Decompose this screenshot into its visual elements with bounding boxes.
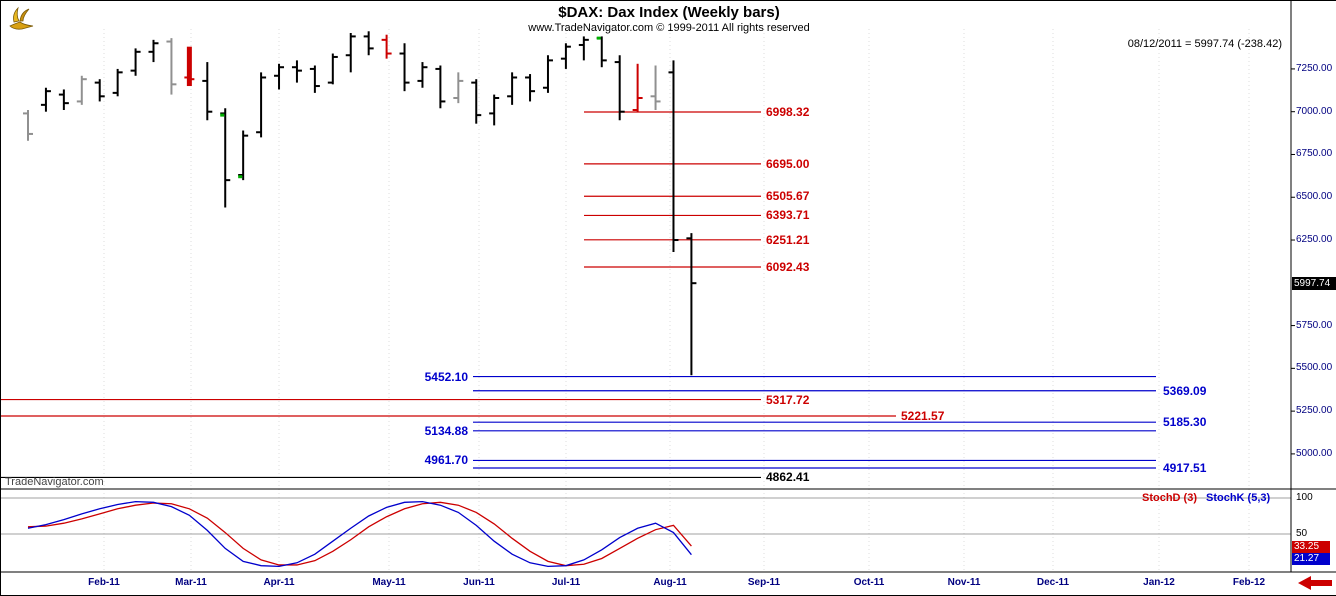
date-label-Nov-11: Nov-11: [947, 577, 981, 588]
price-axis-label: 7000.00: [1296, 105, 1333, 117]
price-axis-label: 6750.00: [1296, 148, 1333, 160]
price-axis-label: 5000.00: [1296, 447, 1333, 459]
stochd-legend-label: StochD (3): [1142, 492, 1197, 504]
stoch-axis-label-50: 50: [1296, 528, 1308, 539]
level-label-5134.88: 5134.88: [424, 423, 468, 438]
app-logo-icon: [9, 6, 34, 30]
date-label-Oct-11: Oct-11: [853, 577, 885, 588]
date-label-Apr-11: Apr-11: [263, 577, 295, 588]
scroll-left-button[interactable]: [1298, 576, 1332, 590]
stoch-axis-label-100: 100: [1296, 492, 1313, 503]
stochk-value-badge: 21.27: [1292, 553, 1330, 565]
date-label-Feb-11: Feb-11: [88, 577, 120, 588]
stochk-legend-label: StochK (5,3): [1206, 492, 1271, 504]
stoch-line-k: [27, 500, 692, 568]
price-axis-label: 7250.00: [1296, 62, 1333, 74]
price-axis-label: 5750.00: [1296, 319, 1333, 331]
date-label-Jan-12: Jan-12: [1143, 577, 1175, 588]
level-label-5185.30: 5185.30: [1163, 415, 1207, 430]
copyright-line: www.TradeNavigator.com © 1999-2011 All r…: [528, 22, 810, 34]
level-label-4862.41: 4862.41: [766, 470, 810, 485]
price-axis-label: 5500.00: [1296, 362, 1333, 374]
date-label-Feb-12: Feb-12: [1232, 577, 1266, 588]
current-price-badge: 5997.74: [1292, 277, 1336, 290]
date-label-Mar-11: Mar-11: [175, 577, 207, 588]
date-label-Dec-11: Dec-11: [1036, 577, 1070, 588]
price-axis-label: 5250.00: [1296, 405, 1333, 417]
last-quote-readout: 08/12/2011 = 5997.74 (-238.42): [1127, 38, 1282, 50]
price-axis-label: 6250.00: [1296, 234, 1333, 246]
level-label-6251.21: 6251.21: [766, 232, 810, 247]
chart-title: $DAX: Dax Index (Weekly bars): [558, 4, 780, 21]
price-axis-label: 6500.00: [1296, 191, 1333, 203]
stoch-line-d: [27, 501, 692, 567]
level-label-5369.09: 5369.09: [1163, 383, 1207, 398]
level-label-6505.67: 6505.67: [766, 189, 810, 204]
level-label-5317.72: 5317.72: [766, 392, 810, 407]
level-label-6695.00: 6695.00: [766, 156, 810, 171]
level-label-4961.70: 4961.70: [424, 453, 468, 468]
level-label-4917.51: 4917.51: [1163, 461, 1207, 475]
level-label-6092.43: 6092.43: [766, 259, 810, 274]
level-label-6393.71: 6393.71: [766, 208, 810, 223]
watermark-text: TradeNavigator.com: [5, 476, 104, 488]
date-label-Jun-11: Jun-11: [463, 577, 495, 588]
level-label-6998.32: 6998.32: [766, 104, 810, 119]
date-label-Jul-11: Jul-11: [551, 577, 581, 588]
level-label-5452.10: 5452.10: [424, 369, 468, 384]
date-label-May-11: May-11: [372, 577, 406, 588]
stochd-value-badge: 33.25: [1292, 541, 1330, 553]
date-label-Sep-11: Sep-11: [747, 577, 781, 588]
date-label-Aug-11: Aug-11: [653, 577, 687, 588]
level-label-5221.57: 5221.57: [901, 408, 945, 423]
